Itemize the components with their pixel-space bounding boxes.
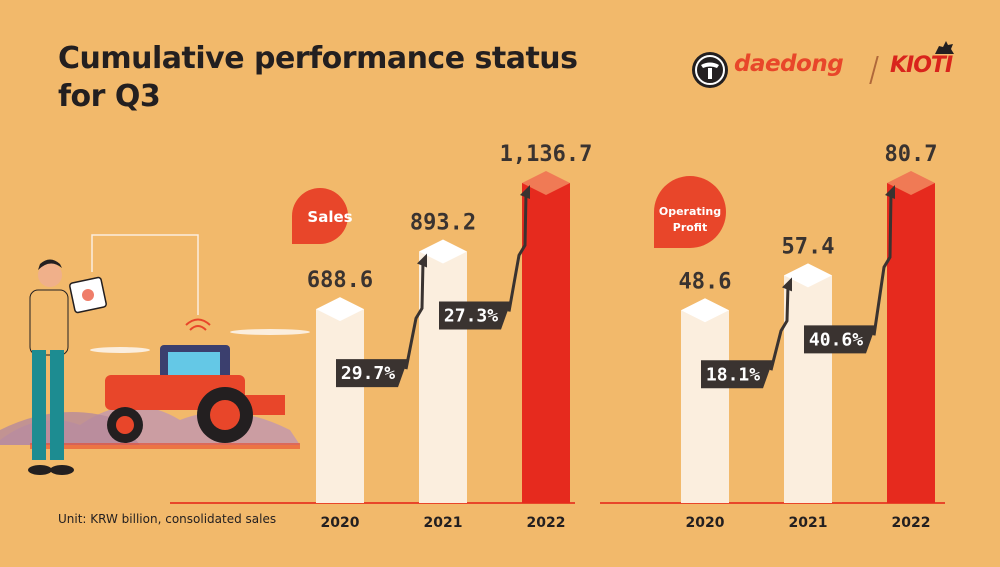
bar-2022 — [887, 171, 935, 503]
sales-badge: Sales — [292, 188, 353, 244]
year-label-2021: 2021 — [424, 515, 463, 531]
bar-2020 — [681, 298, 729, 503]
title-line-2: for Q3 — [58, 79, 161, 114]
bar-2022 — [522, 171, 570, 503]
profit-badge-line-2: Profit — [673, 221, 707, 234]
bar-top-cap — [522, 171, 570, 195]
bar-2021 — [419, 239, 467, 503]
bar-top-cap — [887, 171, 935, 195]
value-label-2022: 1,136.7 — [500, 142, 593, 167]
growth-box — [804, 325, 876, 354]
growth-indicator-2: 40.6% — [804, 185, 895, 354]
growth-arrow-head-icon — [782, 277, 792, 292]
growth-arrow-head-icon — [885, 185, 895, 199]
sales-chart: 688.6 2020 893.2 2021 1,136.7 2022 29.7% 27.3% — [307, 142, 592, 531]
bar-top-cap — [784, 263, 832, 288]
kioti-dog-icon — [935, 41, 954, 54]
operating-profit-badge: Operating Profit — [654, 176, 726, 248]
bar-top-cap — [681, 298, 729, 323]
unit-footnote: Unit: KRW billion, consolidated sales — [58, 512, 277, 526]
growth-label: 29.7% — [341, 363, 395, 384]
bar-2020 — [316, 297, 364, 503]
growth-arrow-line — [507, 192, 528, 312]
bar-body — [681, 310, 729, 503]
value-label-2021: 893.2 — [410, 211, 476, 236]
growth-arrow-line — [404, 261, 425, 370]
daedong-ox-emblem-icon — [692, 52, 728, 88]
kioti-logo-text: KIOTI — [890, 53, 953, 78]
value-label-2020: 688.6 — [307, 268, 373, 293]
growth-indicator-1: 29.7% — [336, 253, 427, 388]
growth-label: 27.3% — [444, 306, 498, 327]
year-label-2020: 2020 — [321, 515, 360, 531]
bar-top-cap — [419, 239, 467, 264]
operating-profit-chart: 48.6 2020 57.4 2021 80.7 2022 18.1% 40.6% — [679, 142, 938, 531]
value-label-2021: 57.4 — [782, 234, 835, 259]
sales-badge-label: Sales — [307, 208, 352, 226]
growth-box — [439, 301, 511, 330]
growth-box — [701, 360, 773, 389]
value-label-2020: 48.6 — [679, 269, 732, 294]
brand-logos: daedong KIOTI — [690, 41, 970, 92]
bar-body — [522, 183, 570, 503]
growth-indicator-2: 27.3% — [439, 185, 530, 330]
year-label-2022: 2022 — [527, 515, 566, 531]
value-label-2022: 80.7 — [885, 142, 938, 167]
bar-top-cap — [316, 297, 364, 322]
growth-arrow-line — [872, 192, 893, 336]
bar-2021 — [784, 263, 832, 503]
page-title: Cumulative performance status for Q3 — [58, 40, 618, 116]
bar-body — [419, 251, 467, 503]
growth-arrow-head-icon — [520, 185, 530, 199]
growth-indicator-1: 18.1% — [701, 277, 792, 389]
bar-body — [887, 183, 935, 503]
growth-arrow-head-icon — [417, 253, 427, 268]
title-line-1: Cumulative performance status — [58, 41, 578, 76]
growth-arrow-line — [769, 285, 790, 371]
year-label-2020: 2020 — [686, 515, 725, 531]
daedong-logo-text: daedong — [734, 51, 844, 77]
growth-label: 40.6% — [809, 329, 863, 350]
bar-body — [784, 275, 832, 503]
growth-label: 18.1% — [706, 364, 760, 385]
bar-body — [316, 309, 364, 503]
growth-box — [336, 359, 408, 388]
profit-badge-line-1: Operating — [659, 205, 721, 218]
year-label-2022: 2022 — [892, 515, 931, 531]
year-label-2021: 2021 — [789, 515, 828, 531]
farmer-with-tablet-and-tractor-icon — [0, 234, 310, 475]
